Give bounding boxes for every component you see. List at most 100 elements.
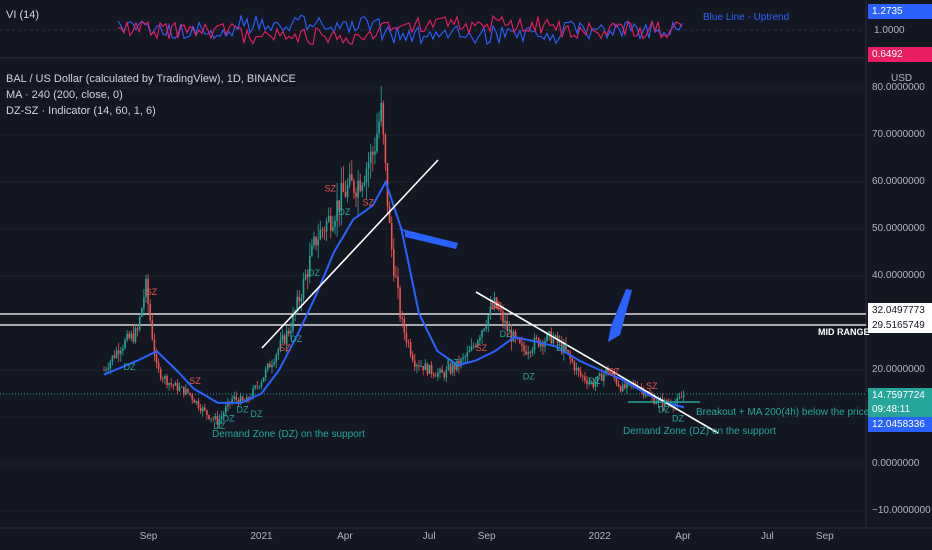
- price-tick-label: 20.0000000: [872, 364, 925, 375]
- price-tick-label: 0.0000000: [872, 458, 920, 469]
- candle-body: [584, 376, 586, 381]
- candle-body: [403, 318, 406, 333]
- candle-body: [235, 396, 238, 400]
- candle-body: [437, 372, 439, 377]
- candle-body: [302, 279, 305, 299]
- candle-body: [411, 354, 414, 361]
- arrow-down-icon: [608, 289, 632, 342]
- candle-body: [346, 185, 349, 197]
- demand-zone-marker: DZ: [213, 421, 225, 431]
- candle-body: [172, 384, 175, 386]
- candle-body: [113, 355, 116, 358]
- candle-body: [508, 329, 511, 331]
- candle-body: [395, 275, 397, 277]
- time-tick-label: Jul: [422, 531, 436, 542]
- candle-body: [483, 328, 485, 331]
- candle-body: [558, 341, 561, 344]
- candle-body: [105, 369, 107, 371]
- candle-body: [531, 349, 534, 353]
- candle-body: [502, 311, 504, 323]
- candle-body: [451, 365, 454, 374]
- candle-body: [617, 383, 620, 387]
- candle-body: [300, 298, 303, 302]
- candle-body: [626, 382, 628, 389]
- vi-minus-badge: 0.6492: [868, 47, 932, 62]
- downtrend-line: [475, 291, 719, 434]
- supply-zone-marker: SZ: [362, 198, 374, 208]
- candle-body: [145, 278, 147, 298]
- price-tick-label: 60.0000000: [872, 176, 925, 187]
- demand-zone-marker: DZ: [308, 268, 320, 278]
- candle-body: [162, 378, 164, 380]
- candle-body: [372, 151, 374, 155]
- candle-body: [178, 387, 181, 391]
- candle-body: [376, 133, 378, 152]
- candle-body: [420, 366, 422, 367]
- candle-body: [554, 335, 557, 338]
- candle-body: [233, 396, 235, 399]
- candle-body: [682, 395, 685, 398]
- candle-body: [132, 333, 135, 342]
- candle-body: [418, 365, 420, 367]
- candle-body: [141, 308, 143, 317]
- ma-legend[interactable]: MA · 240 (200, close, 0): [6, 89, 123, 101]
- candle-body: [288, 330, 290, 334]
- candle-body: [621, 384, 624, 392]
- uptrend-line: [261, 159, 439, 349]
- dzsz-legend[interactable]: DZ-SZ · Indicator (14, 60, 1, 6): [6, 105, 156, 117]
- candle-body: [157, 362, 160, 370]
- candle-body: [468, 350, 471, 353]
- candle-body: [481, 330, 483, 338]
- candle-body: [443, 373, 445, 378]
- candle-body: [136, 328, 139, 330]
- candle-body: [315, 236, 317, 246]
- price-tick-label: 50.0000000: [872, 223, 925, 234]
- candle-body: [195, 400, 198, 403]
- candle-body: [321, 229, 324, 231]
- candle-body: [590, 381, 592, 383]
- candle-body: [204, 407, 206, 411]
- candle-body: [340, 183, 343, 212]
- candle-body: [422, 366, 424, 371]
- candle-body: [128, 333, 130, 339]
- candle-body: [126, 333, 128, 340]
- candle-body: [474, 345, 477, 347]
- candle-body: [514, 331, 517, 338]
- candle-body: [491, 306, 494, 309]
- vi-tick-one: 1.0000: [874, 25, 905, 36]
- candle-body: [596, 375, 599, 383]
- candle-body: [338, 200, 340, 212]
- candle-body: [327, 215, 330, 222]
- symbol-legend[interactable]: BAL / US Dollar (calculated by TradingVi…: [6, 73, 296, 85]
- demand-zone-marker: DZ: [589, 376, 601, 386]
- vi-indicator-label: VI (14): [6, 9, 40, 21]
- time-tick-label: Sep: [477, 531, 496, 542]
- candle-body: [199, 408, 202, 412]
- demand-zone-marker: DZ: [523, 371, 535, 381]
- candle-body: [262, 377, 265, 382]
- candle-body: [426, 363, 429, 374]
- candle-body: [521, 343, 523, 346]
- candle-body: [428, 364, 431, 374]
- candle-body: [180, 386, 183, 388]
- candle-body: [680, 396, 683, 398]
- candle-body: [603, 374, 605, 381]
- candle-body: [525, 350, 527, 355]
- ma-line: [103, 179, 685, 409]
- candle-body: [636, 385, 639, 389]
- time-tick-label: Apr: [675, 531, 691, 542]
- candle-body: [678, 396, 681, 399]
- candle-body: [506, 320, 508, 331]
- candle-body: [533, 337, 536, 350]
- vi-plus-badge: 1.2735: [868, 4, 932, 19]
- candle-body: [103, 370, 105, 371]
- candle-body: [304, 274, 307, 280]
- candle-body: [189, 392, 191, 395]
- candle-body: [344, 191, 347, 197]
- candle-body: [409, 342, 412, 355]
- candle-body: [563, 344, 565, 353]
- candle-body: [510, 329, 513, 342]
- demand-zone-marker: DZ: [556, 343, 568, 353]
